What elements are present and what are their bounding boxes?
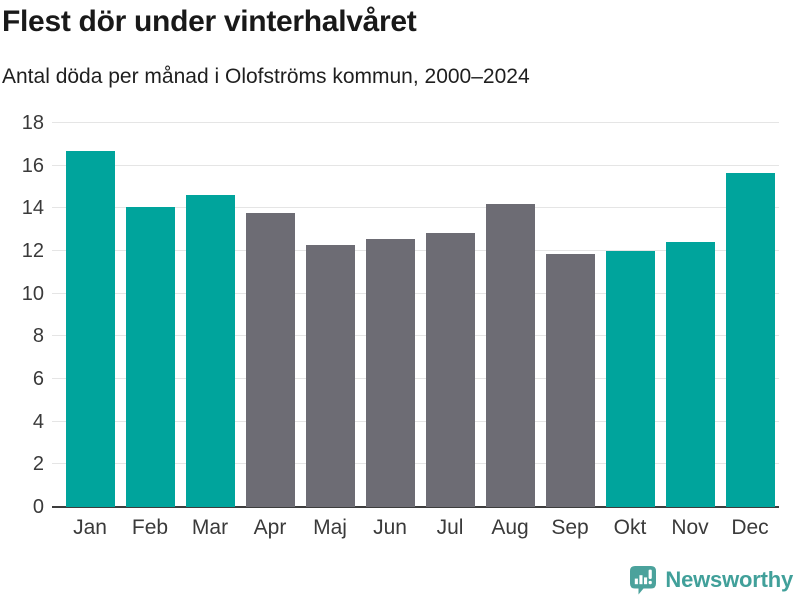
chart-subtitle: Antal döda per månad i Olofströms kommun… [2,65,530,88]
gridline [52,292,779,294]
gridline [52,378,779,379]
y-axis-tick-label: 12 [21,240,44,262]
bar-feb [125,206,175,507]
y-axis-tick-label: 6 [32,368,44,390]
y-axis-tick-label: 10 [21,282,44,305]
bar-jan [65,151,115,507]
gridline [52,250,779,251]
x-axis-label-nov: Nov [671,516,709,539]
bar-jun [365,239,415,507]
bar-apr [245,212,295,507]
gridline [52,122,779,123]
x-axis-label-maj: Maj [313,516,347,539]
x-axis-label-mar: Mar [191,516,229,539]
x-axis-label-okt: Okt [613,516,647,539]
bar-dec [725,172,775,507]
bar-mar [185,194,235,507]
y-axis-tick-label: 8 [32,325,44,348]
gridline [52,207,779,209]
bar-aug [485,204,535,507]
newsworthy-logo: Newsworthy [629,565,793,595]
y-axis-tick-label: 16 [21,154,44,177]
x-axis-line [52,506,779,508]
y-axis-tick-label: 4 [32,410,44,433]
y-axis-tick-label: 14 [21,197,44,220]
newsworthy-wordmark: Newsworthy [665,567,793,592]
plot-area [52,122,779,508]
bar-sep [545,253,595,507]
gridline [52,463,779,465]
y-axis-tick-label: 2 [32,453,44,476]
gridline [52,420,779,422]
gridline [52,335,779,337]
x-axis-label-sep: Sep [551,516,589,539]
bar-jul [425,233,475,507]
x-axis-label-dec: Dec [731,516,769,539]
gridline [52,164,779,166]
x-axis-label-jun: Jun [373,516,407,539]
chart-title: Flest dör under vinterhalvåret [2,5,417,38]
bar-maj [305,245,355,507]
y-axis-tick-label: 18 [21,112,44,134]
x-axis-label-jul: Jul [436,516,464,539]
x-axis-label-jan: Jan [73,516,107,539]
x-axis-label-aug: Aug [491,516,529,539]
bar-nov [665,241,715,507]
x-axis-label-apr: Apr [253,516,287,539]
speech-bubble-chart-icon [629,565,657,595]
bar-okt [605,251,655,507]
x-axis-label-feb: Feb [131,516,169,539]
y-axis-tick-label: 0 [32,496,44,518]
